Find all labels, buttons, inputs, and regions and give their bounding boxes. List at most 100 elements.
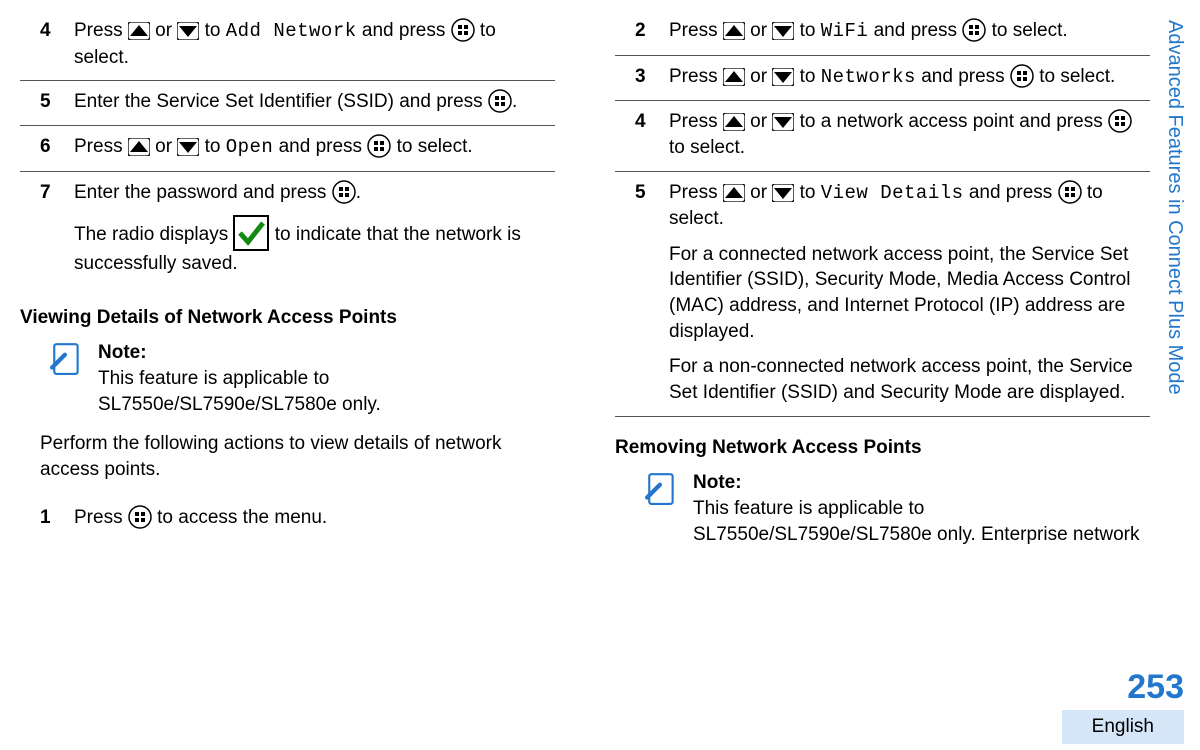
text: to bbox=[199, 20, 225, 41]
step-body: Press or to WiFi and press to select. bbox=[669, 18, 1150, 45]
text: to a network access point and press bbox=[794, 111, 1108, 132]
step-5: 5 Enter the Service Set Identifier (SSID… bbox=[20, 81, 555, 126]
up-arrow-icon bbox=[128, 138, 150, 156]
menu-button-icon bbox=[1010, 64, 1034, 88]
text: or bbox=[745, 66, 772, 87]
section-heading: Removing Network Access Points bbox=[615, 435, 1150, 461]
step-number: 2 bbox=[635, 18, 655, 44]
note-label: Note: bbox=[98, 340, 555, 366]
text: Press bbox=[74, 20, 128, 41]
text: or bbox=[745, 20, 772, 41]
text: to bbox=[794, 66, 820, 87]
step-body: Press or to a network access point and p… bbox=[669, 109, 1150, 160]
text: and press bbox=[273, 136, 367, 157]
text: or bbox=[745, 182, 772, 203]
language-tab: English bbox=[1062, 710, 1184, 744]
step-body: Press or to Networks and press to select… bbox=[669, 64, 1150, 91]
step-4b: 4 Press or to a network access point and… bbox=[615, 101, 1150, 171]
step-6: 6 Press or to Open and press to select. bbox=[20, 126, 555, 172]
step-body: Press or to Open and press to select. bbox=[74, 134, 555, 161]
code-text: Add Network bbox=[226, 20, 357, 42]
text: Enter the password and press bbox=[74, 182, 332, 203]
down-arrow-icon bbox=[772, 113, 794, 131]
step-body: Enter the Service Set Identifier (SSID) … bbox=[74, 89, 555, 115]
info-text: For a connected network access point, th… bbox=[669, 242, 1150, 345]
menu-button-icon bbox=[128, 505, 152, 529]
checkmark-icon bbox=[233, 215, 269, 251]
step-3: 3 Press or to Networks and press to sele… bbox=[615, 56, 1150, 102]
step-number: 7 bbox=[40, 180, 60, 206]
down-arrow-icon bbox=[177, 22, 199, 40]
section-heading: Viewing Details of Network Access Points bbox=[20, 305, 555, 331]
up-arrow-icon bbox=[723, 68, 745, 86]
menu-button-icon bbox=[332, 180, 356, 204]
step-4: 4 Press or to Add Network and press to s… bbox=[20, 10, 555, 81]
text: to select. bbox=[669, 137, 745, 158]
text: and press bbox=[357, 20, 451, 41]
text: to select. bbox=[986, 20, 1067, 41]
down-arrow-icon bbox=[772, 22, 794, 40]
note-icon bbox=[645, 472, 679, 506]
text: to access the menu. bbox=[152, 507, 327, 528]
step-7: 7 Enter the password and press . The rad… bbox=[20, 172, 555, 287]
menu-button-icon bbox=[1058, 180, 1082, 204]
intro-text: Perform the following actions to view de… bbox=[40, 431, 555, 482]
code-text: Open bbox=[226, 136, 274, 158]
info-text: For a non-connected network access point… bbox=[669, 354, 1150, 405]
text: to select. bbox=[1034, 66, 1115, 87]
up-arrow-icon bbox=[723, 113, 745, 131]
text: and press bbox=[868, 20, 962, 41]
text: to bbox=[199, 136, 225, 157]
text: and press bbox=[916, 66, 1010, 87]
step-5b: 5 Press or to View Details and press to … bbox=[615, 172, 1150, 417]
text: or bbox=[745, 111, 772, 132]
step-body: Press to access the menu. bbox=[74, 505, 555, 531]
menu-button-icon bbox=[962, 18, 986, 42]
step-2: 2 Press or to WiFi and press to select. bbox=[615, 10, 1150, 56]
up-arrow-icon bbox=[128, 22, 150, 40]
text: and press bbox=[964, 182, 1058, 203]
menu-button-icon bbox=[1108, 109, 1132, 133]
step-number: 5 bbox=[635, 180, 655, 206]
page-footer: 253 English bbox=[1062, 670, 1200, 750]
note-label: Note: bbox=[693, 470, 1150, 496]
step-number: 6 bbox=[40, 134, 60, 160]
side-header: Advanced Features in Connect Plus Mode bbox=[1161, 20, 1188, 395]
text: or bbox=[150, 136, 177, 157]
step-number: 3 bbox=[635, 64, 655, 90]
text: Press bbox=[669, 111, 723, 132]
text: Enter the Service Set Identifier (SSID) … bbox=[74, 91, 488, 112]
text: or bbox=[150, 20, 177, 41]
text: to bbox=[794, 20, 820, 41]
text: Press bbox=[669, 20, 723, 41]
code-text: View Details bbox=[821, 182, 964, 204]
code-text: WiFi bbox=[821, 20, 869, 42]
text: Press bbox=[74, 136, 128, 157]
menu-button-icon bbox=[367, 134, 391, 158]
note-block: Note: This feature is applicable to SL75… bbox=[645, 470, 1150, 547]
note-icon bbox=[50, 342, 84, 376]
left-column: 4 Press or to Add Network and press to s… bbox=[10, 10, 565, 561]
note-text: This feature is applicable to SL7550e/SL… bbox=[98, 368, 381, 415]
up-arrow-icon bbox=[723, 22, 745, 40]
text: The radio displays bbox=[74, 224, 233, 245]
code-text: Networks bbox=[821, 66, 916, 88]
step-number: 1 bbox=[40, 505, 60, 531]
step-body: Press or to View Details and press to se… bbox=[669, 180, 1150, 406]
down-arrow-icon bbox=[177, 138, 199, 156]
text: Press bbox=[74, 507, 128, 528]
step-1: 1 Press to access the menu. bbox=[20, 497, 555, 541]
down-arrow-icon bbox=[772, 184, 794, 202]
step-number: 5 bbox=[40, 89, 60, 115]
note-block: Note: This feature is applicable to SL75… bbox=[50, 340, 555, 417]
text: Press bbox=[669, 66, 723, 87]
right-column: 2 Press or to WiFi and press to select. … bbox=[605, 10, 1160, 561]
text: . bbox=[356, 182, 361, 203]
page-number: 253 bbox=[1062, 670, 1184, 704]
down-arrow-icon bbox=[772, 68, 794, 86]
step-number: 4 bbox=[40, 18, 60, 44]
text: to bbox=[794, 182, 820, 203]
up-arrow-icon bbox=[723, 184, 745, 202]
step-body: Press or to Add Network and press to sel… bbox=[74, 18, 555, 70]
step-number: 4 bbox=[635, 109, 655, 135]
